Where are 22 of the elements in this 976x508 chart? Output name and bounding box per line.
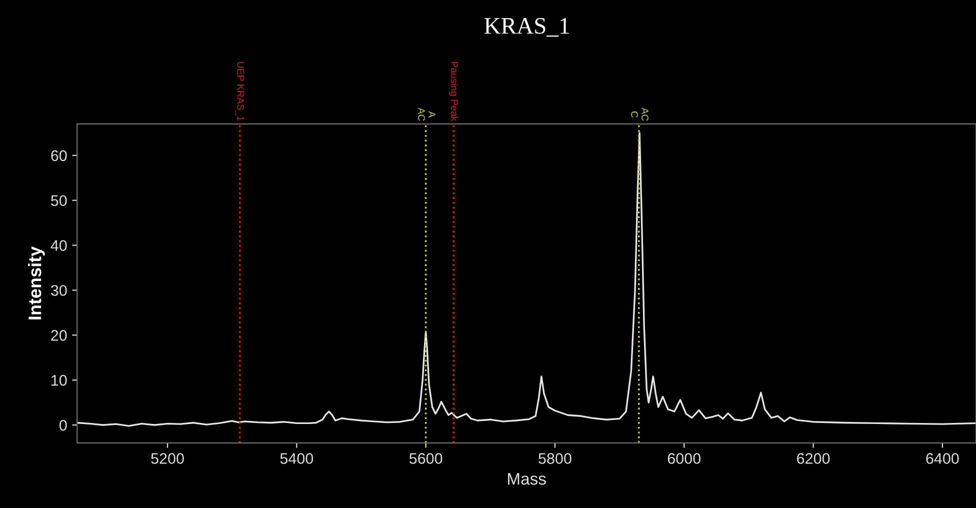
ref-line-label: Pausing Peak bbox=[449, 62, 458, 122]
y-tick-label: 0 bbox=[59, 420, 67, 431]
x-tick-label: 6400 bbox=[926, 453, 959, 464]
y-tick-label: 40 bbox=[50, 240, 67, 251]
y-tick-label: 60 bbox=[51, 150, 67, 162]
x-tick-label: 5400 bbox=[280, 453, 314, 464]
y-tick-label: 30 bbox=[50, 285, 67, 296]
line-series bbox=[77, 132, 976, 427]
y-axis-title: Intensity bbox=[28, 246, 45, 320]
y-tick-label: 50 bbox=[51, 195, 67, 206]
x-tick-label: 6200 bbox=[797, 453, 830, 464]
x-tick-label: 5200 bbox=[151, 453, 184, 464]
ref-line-label: UEP KRAS_1 bbox=[235, 62, 244, 121]
x-tick-label: 5800 bbox=[538, 453, 572, 464]
ref-line-label: A AC bbox=[418, 108, 436, 121]
y-tick-label: 10 bbox=[52, 374, 67, 386]
chart-title: KRAS_1 bbox=[484, 18, 569, 37]
y-tick-label: 20 bbox=[51, 330, 67, 341]
x-axis-title: Mass bbox=[508, 473, 546, 485]
ref-line-label: AC C bbox=[631, 108, 648, 121]
x-tick-label: 6000 bbox=[668, 453, 701, 464]
x-tick-label: 5600 bbox=[409, 453, 442, 464]
